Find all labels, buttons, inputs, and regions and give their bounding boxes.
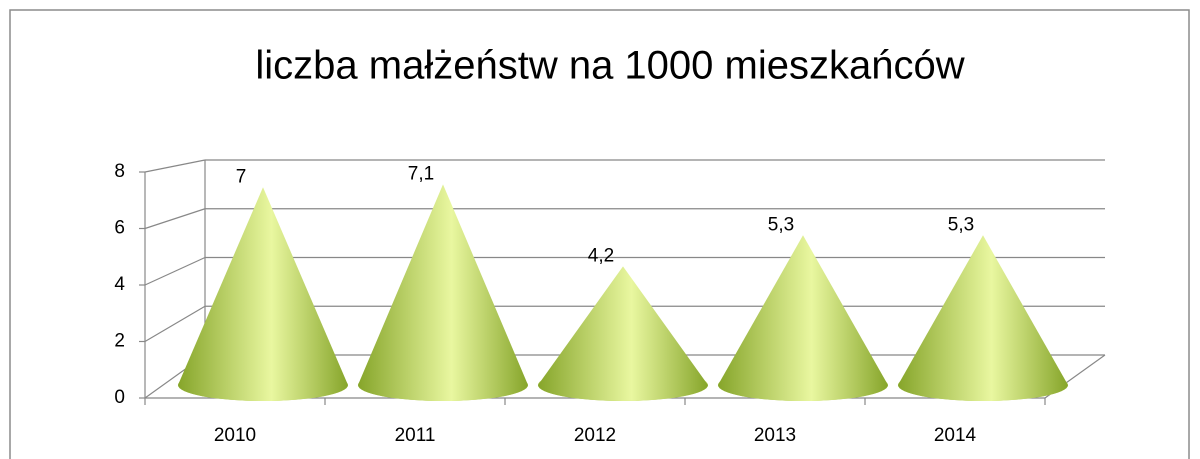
grid-diagonal xyxy=(144,159,206,173)
cone xyxy=(178,187,348,401)
x-tick-label: 2010 xyxy=(214,425,256,446)
x-tick-label: 2014 xyxy=(934,425,977,446)
cone xyxy=(358,184,528,401)
x-tick-label: 2012 xyxy=(574,425,616,446)
grid-diagonal xyxy=(144,305,206,343)
grid-diagonal xyxy=(144,208,206,230)
cone xyxy=(718,235,888,401)
cone-body xyxy=(718,235,888,401)
y-tick-label: 4 xyxy=(114,274,125,295)
cone xyxy=(898,235,1068,401)
cone-body xyxy=(358,184,528,401)
cone-body xyxy=(178,187,348,401)
grid-diagonal xyxy=(144,256,206,286)
value-label: 5,3 xyxy=(768,214,794,235)
value-label: 4,2 xyxy=(588,245,614,266)
x-tick-label: 2011 xyxy=(395,425,436,446)
value-label: 7,1 xyxy=(408,163,434,184)
chart-title: liczba małżeństw na 1000 mieszkańców xyxy=(255,44,964,88)
value-label: 5,3 xyxy=(948,214,974,235)
y-tick-label: 0 xyxy=(114,387,125,408)
value-label: 7 xyxy=(236,166,247,187)
y-tick-label: 8 xyxy=(114,161,125,182)
cone-body xyxy=(538,266,708,401)
x-tick-label: 2013 xyxy=(754,425,796,446)
cone-body xyxy=(898,235,1068,401)
y-tick-label: 6 xyxy=(114,218,125,239)
cone xyxy=(538,266,708,401)
y-tick-label: 2 xyxy=(114,331,125,352)
